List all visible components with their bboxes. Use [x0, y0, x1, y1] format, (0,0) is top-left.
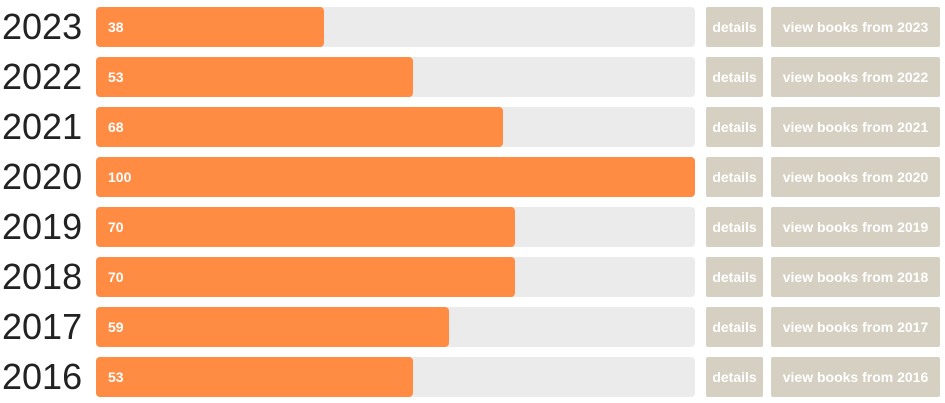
details-button[interactable]: details [706, 107, 763, 147]
details-button[interactable]: details [706, 7, 763, 47]
value-label: 68 [108, 119, 124, 135]
bar: 70 [96, 257, 516, 297]
bar: 38 [96, 7, 324, 47]
details-button[interactable]: details [706, 257, 763, 297]
details-button[interactable]: details [706, 307, 763, 347]
bar-track: 70 [96, 257, 695, 297]
bar-track: 38 [96, 7, 695, 47]
year-row: 2021 68 details view books from 2021 [0, 107, 945, 147]
bar-track: 70 [96, 207, 695, 247]
details-button[interactable]: details [706, 207, 763, 247]
year-label: 2016 [2, 356, 83, 397]
bar-track: 59 [96, 307, 695, 347]
view-books-button[interactable]: view books from 2020 [771, 157, 940, 197]
year-label: 2020 [2, 156, 83, 197]
value-label: 70 [108, 219, 124, 235]
year-row: 2016 53 details view books from 2016 [0, 357, 945, 397]
details-button[interactable]: details [706, 157, 763, 197]
bar: 53 [96, 357, 414, 397]
value-label: 53 [108, 369, 124, 385]
bar-track: 53 [96, 57, 695, 97]
bar: 100 [96, 157, 695, 197]
view-books-button[interactable]: view books from 2019 [771, 207, 940, 247]
details-button[interactable]: details [706, 357, 763, 397]
view-books-button[interactable]: view books from 2021 [771, 107, 940, 147]
value-label: 38 [108, 19, 124, 35]
bar: 59 [96, 307, 450, 347]
view-books-button[interactable]: view books from 2022 [771, 57, 940, 97]
year-row: 2023 38 details view books from 2023 [0, 7, 945, 47]
bar: 70 [96, 207, 516, 247]
view-books-button[interactable]: view books from 2023 [771, 7, 940, 47]
view-books-button[interactable]: view books from 2016 [771, 357, 940, 397]
year-label: 2019 [2, 206, 83, 247]
details-button[interactable]: details [706, 57, 763, 97]
bar: 68 [96, 107, 504, 147]
view-books-button[interactable]: view books from 2018 [771, 257, 940, 297]
view-books-button[interactable]: view books from 2017 [771, 307, 940, 347]
year-label: 2017 [2, 306, 83, 347]
year-label: 2021 [2, 106, 83, 147]
year-row: 2020 100 details view books from 2020 [0, 157, 945, 197]
year-label: 2018 [2, 256, 83, 297]
year-row: 2022 53 details view books from 2022 [0, 57, 945, 97]
bar-track: 53 [96, 357, 695, 397]
year-row: 2018 70 details view books from 2018 [0, 257, 945, 297]
year-label: 2023 [2, 6, 83, 47]
bar: 53 [96, 57, 414, 97]
bar-track: 68 [96, 107, 695, 147]
year-row: 2017 59 details view books from 2017 [0, 307, 945, 347]
year-label: 2022 [2, 56, 83, 97]
bar-track: 100 [96, 157, 695, 197]
year-row: 2019 70 details view books from 2019 [0, 207, 945, 247]
value-label: 70 [108, 269, 124, 285]
value-label: 53 [108, 69, 124, 85]
value-label: 100 [108, 169, 132, 185]
value-label: 59 [108, 319, 124, 335]
